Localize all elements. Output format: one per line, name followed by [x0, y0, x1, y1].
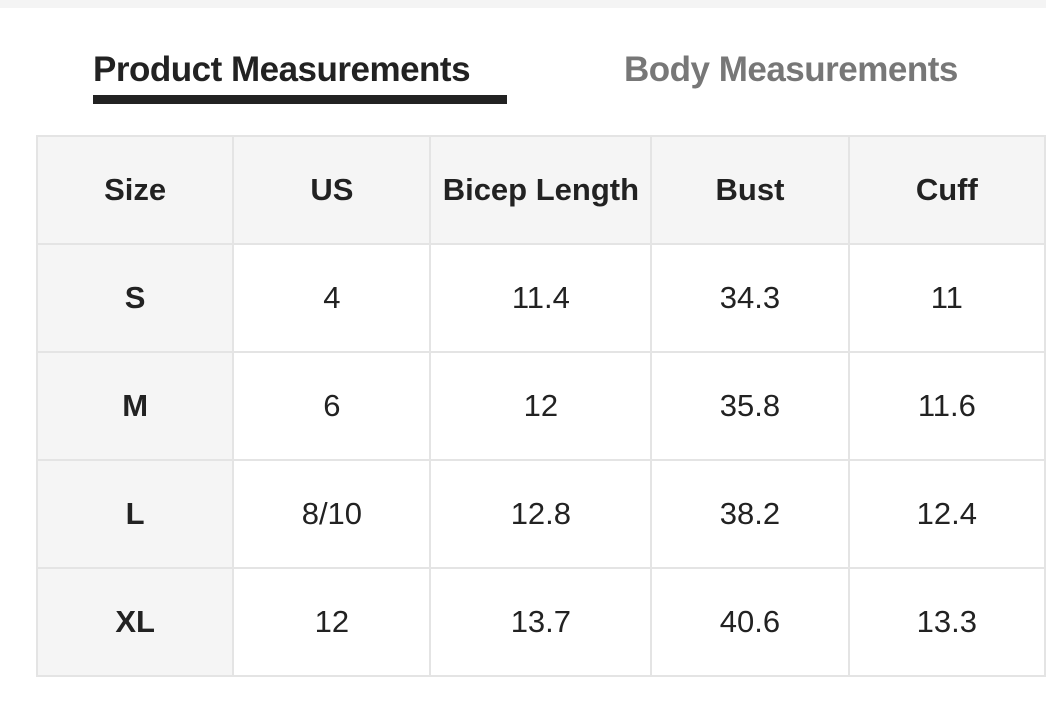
cell-cuff: 11.6 — [847, 351, 1046, 461]
cell-size: L — [35, 459, 235, 569]
cell-us: 8/10 — [232, 459, 432, 569]
active-tab-indicator — [93, 95, 507, 104]
table-row: S 4 11.4 34.3 11 — [35, 243, 1046, 353]
header-size: Size — [35, 135, 235, 245]
cell-cuff: 12.4 — [847, 459, 1046, 569]
cell-bust: 40.6 — [650, 567, 850, 677]
cell-bust: 35.8 — [650, 351, 850, 461]
cell-bicep-length: 12 — [429, 351, 653, 461]
header-us: US — [232, 135, 432, 245]
cell-cuff: 13.3 — [847, 567, 1046, 677]
cell-size: M — [35, 351, 235, 461]
table-row: XL 12 13.7 40.6 13.3 — [35, 567, 1046, 677]
cell-bust: 34.3 — [650, 243, 850, 353]
table-row: M 6 12 35.8 11.6 — [35, 351, 1046, 461]
cell-size: XL — [35, 567, 235, 677]
cell-cuff: 11 — [847, 243, 1046, 353]
top-divider — [0, 0, 1046, 8]
cell-us: 4 — [232, 243, 432, 353]
cell-bicep-length: 11.4 — [429, 243, 653, 353]
tab-product-measurements[interactable]: Product Measurements — [93, 50, 471, 89]
cell-bust: 38.2 — [650, 459, 850, 569]
header-bicep-length: Bicep Length — [429, 135, 653, 245]
cell-bicep-length: 13.7 — [429, 567, 653, 677]
table-row: L 8/10 12.8 38.2 12.4 — [35, 459, 1046, 569]
size-chart-table: Size US Bicep Length Bust Cuff S 4 11.4 34.… — [35, 135, 1046, 677]
cell-bicep-length: 12.8 — [429, 459, 653, 569]
cell-us: 12 — [232, 567, 432, 677]
header-bust: Bust — [650, 135, 850, 245]
cell-us: 6 — [232, 351, 432, 461]
header-cuff: Cuff — [847, 135, 1046, 245]
table-header-row: Size US Bicep Length Bust Cuff — [35, 135, 1046, 245]
cell-size: S — [35, 243, 235, 353]
tab-body-measurements[interactable]: Body Measurements — [624, 50, 958, 89]
